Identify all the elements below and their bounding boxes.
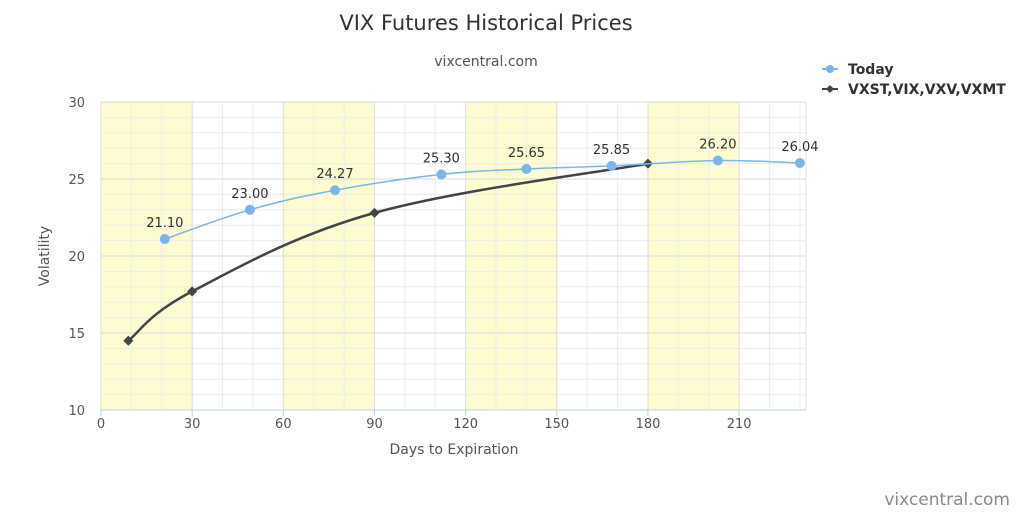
x-tick-label: 0 (97, 417, 105, 432)
data-label-today: 26.04 (781, 140, 818, 155)
y-axis-title: Volatility (37, 226, 53, 286)
series-line-0 (164, 159, 800, 240)
data-point-today[interactable] (606, 160, 617, 171)
data-point-today[interactable] (329, 185, 340, 196)
y-tick-label: 20 (68, 250, 85, 265)
data-point-today[interactable] (436, 169, 447, 180)
legend-item-today[interactable]: Today (822, 62, 893, 78)
y-tick-label: 30 (68, 96, 85, 111)
data-label-today: 24.27 (316, 167, 353, 182)
data-point-vxst-vix-vxv-vxmt[interactable] (123, 335, 134, 346)
x-tick-label: 210 (727, 417, 752, 432)
series-line-1 (127, 162, 649, 342)
data-point-vxst-vix-vxv-vxmt[interactable] (187, 286, 198, 297)
x-tick-label: 30 (184, 417, 201, 432)
data-label-today: 25.30 (423, 151, 460, 166)
legend-label-vxst-vix-vxv-vxmt: VXST,VIX,VXV,VXMT (848, 82, 1006, 98)
x-tick-label: 180 (636, 417, 661, 432)
x-tick-label: 150 (544, 417, 569, 432)
y-tick-label: 10 (68, 404, 85, 419)
data-labels-layer: 21.10 23.00 24.27 25.30 25.65 25.85 26.20 26.04 (146, 138, 818, 232)
data-point-today[interactable] (794, 157, 805, 168)
data-label-today: 25.65 (508, 146, 545, 161)
data-label-today: 25.85 (593, 143, 630, 158)
chart-title: VIX Futures Historical Prices (339, 11, 632, 35)
data-label-today: 21.10 (146, 216, 183, 231)
legend-label-today: Today (848, 62, 893, 78)
series-layer (123, 155, 805, 346)
data-point-today[interactable] (712, 155, 723, 166)
y-tick-label: 25 (68, 173, 85, 188)
x-tick-label: 60 (275, 417, 292, 432)
data-label-today: 23.00 (231, 187, 268, 202)
data-point-today[interactable] (244, 204, 255, 215)
data-point-today[interactable] (521, 163, 532, 174)
legend-diamond-icon (826, 85, 834, 93)
x-axis-title: Days to Expiration (390, 442, 519, 458)
chart-subtitle: vixcentral.com (434, 54, 537, 70)
data-point-vxst-vix-vxv-vxmt[interactable] (369, 207, 380, 218)
legend-item-vxst-vix-vxv-vxmt[interactable]: VXST,VIX,VXV,VXMT (822, 82, 1006, 98)
axes: 0 30 60 90 120 150 180 210 10 15 20 25 30 (68, 96, 806, 432)
data-label-today: 26.20 (699, 138, 736, 153)
data-point-today[interactable] (159, 234, 170, 245)
legend-circle-icon (826, 65, 834, 73)
x-tick-label: 90 (366, 417, 383, 432)
credit-text[interactable]: vixcentral.com (884, 490, 1010, 510)
legend[interactable]: Today VXST,VIX,VXV,VXMT (822, 62, 1006, 98)
grid-lines (100, 101, 807, 411)
x-tick-label: 120 (453, 417, 478, 432)
y-tick-label: 15 (68, 327, 85, 342)
